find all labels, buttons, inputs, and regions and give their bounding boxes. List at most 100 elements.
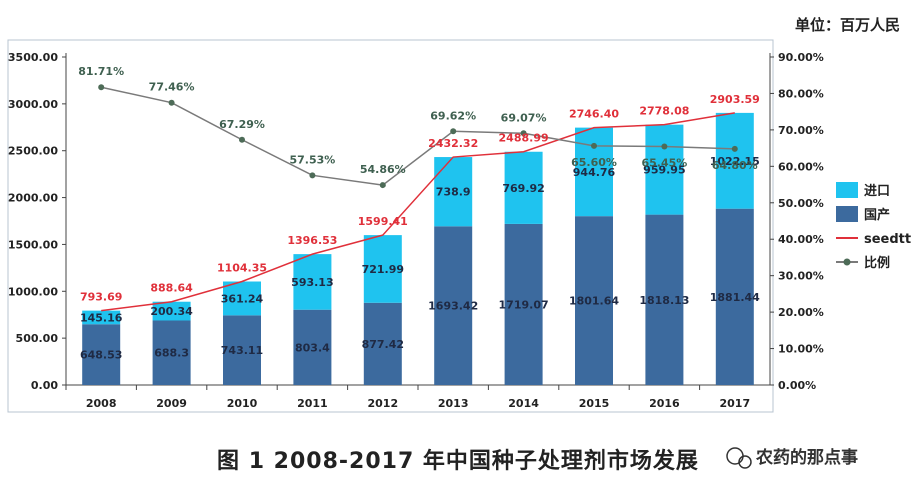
ratio-point	[450, 128, 457, 135]
legend-swatch-import	[836, 182, 858, 198]
label-domestic: 1719.07	[499, 298, 549, 311]
label-ratio: 54.86%	[360, 163, 406, 176]
label-total: 793.69	[80, 291, 122, 304]
label-total: 2746.40	[569, 108, 619, 121]
bar-import	[293, 254, 332, 310]
label-import: 738.9	[436, 186, 471, 199]
bars-group	[82, 112, 754, 385]
bar-domestic	[152, 320, 191, 385]
wechat-icon	[726, 447, 744, 465]
y2-tick-label: 30.00%	[778, 270, 824, 283]
y2-tick-label: 60.00%	[778, 160, 824, 173]
labels-group: 648.53 145.16 793.69 81.71% 688.3 200.34 888.6…	[78, 65, 760, 361]
watermark: 农药的那点事	[726, 447, 858, 469]
label-ratio: 57.53%	[289, 153, 335, 166]
label-ratio: 67.29%	[219, 118, 265, 131]
bar-domestic	[575, 216, 613, 385]
label-ratio: 65.60%	[571, 156, 617, 169]
series-line-seedtt	[101, 112, 735, 312]
label-total: 2903.59	[710, 93, 760, 106]
legend-label: 比例	[864, 255, 890, 271]
ratio-point	[379, 182, 386, 189]
label-domestic: 648.53	[80, 349, 122, 362]
bar-import	[363, 235, 402, 303]
y2-tick-label: 80.00%	[778, 87, 824, 100]
ratio-point	[520, 130, 527, 137]
label-ratio: 69.07%	[501, 111, 547, 124]
y-tick-label: 1500.00	[8, 238, 58, 251]
label-import: 361.24	[221, 292, 264, 305]
label-import: 721.99	[362, 263, 404, 276]
label-domestic: 1818.13	[639, 294, 689, 307]
y-tick-label: 2000.00	[8, 192, 58, 205]
y2-tick-label: 50.00%	[778, 197, 824, 210]
y2-tick-label: 70.00%	[778, 124, 824, 137]
y-tick-label: 3000.00	[8, 98, 58, 111]
bar-import	[223, 281, 261, 316]
label-import: 769.92	[502, 182, 544, 195]
y2-tick-label: 40.00%	[778, 233, 824, 246]
label-ratio: 65.45%	[641, 156, 687, 169]
legend-swatch-domestic	[836, 206, 858, 222]
bar-domestic	[645, 214, 684, 385]
legend-marker-ratio	[843, 258, 851, 266]
ratio-point	[239, 136, 245, 143]
y-tick-label: 500.00	[16, 332, 59, 345]
bar-import	[82, 310, 121, 325]
watermark-text: 农药的那点事	[755, 447, 858, 468]
label-domestic: 1801.64	[569, 295, 619, 308]
x-tick-label: 2013	[438, 397, 469, 410]
bar-domestic	[293, 309, 332, 385]
bar-domestic	[223, 315, 261, 385]
ratio-point	[731, 145, 738, 152]
y-tick-label: 1000.00	[8, 285, 58, 298]
label-total: 888.64	[150, 282, 193, 295]
label-domestic: 743.11	[221, 344, 263, 357]
ratio-point	[309, 172, 316, 179]
y-tick-label: 2500.00	[8, 145, 58, 158]
label-ratio: 81.71%	[78, 65, 124, 78]
ratio-point	[591, 142, 597, 149]
bar-domestic	[504, 223, 543, 385]
label-total: 2432.32	[428, 137, 478, 150]
label-import: 145.16	[80, 311, 123, 324]
label-domestic: 688.3	[154, 347, 189, 360]
label-import: 593.13	[291, 276, 333, 289]
y-tick-label: 3500.00	[8, 51, 58, 64]
label-domestic: 1693.42	[428, 300, 478, 313]
bar-import	[715, 112, 754, 209]
wechat-icon-small	[738, 455, 752, 469]
y2-tick-label: 10.00%	[778, 343, 824, 356]
legend-label: 进口	[864, 184, 890, 199]
label-import: 944.76	[573, 166, 616, 179]
y2-tick-label: 90.00%	[778, 51, 824, 64]
y2-tick-label: 0.00%	[778, 379, 816, 392]
y-tick-label: 0.00	[31, 379, 58, 392]
legend-label: 国产	[864, 207, 890, 223]
lines-group	[98, 84, 738, 312]
ratio-point	[168, 99, 175, 106]
bar-import	[504, 151, 543, 224]
bar-import	[575, 127, 613, 217]
bar-import	[434, 157, 473, 227]
label-import: 1022.15	[710, 155, 760, 168]
x-tick-label: 2009	[156, 397, 187, 410]
x-tick-label: 2011	[297, 397, 328, 410]
x-tick-label: 2015	[579, 397, 610, 410]
bar-domestic	[715, 208, 754, 385]
x-tick-label: 2016	[649, 397, 680, 410]
label-total: 1396.53	[287, 234, 337, 247]
y2-tick-label: 20.00%	[778, 306, 824, 319]
legend-label: seedtt	[864, 232, 911, 247]
x-tick-label: 2010	[227, 397, 258, 410]
label-import: 959.95	[643, 164, 685, 177]
label-total: 2488.99	[499, 132, 549, 145]
label-domestic: 877.42	[362, 338, 404, 351]
unit-label: 单位：百万人民	[795, 16, 900, 34]
series-line-ratio	[101, 86, 735, 186]
figure-caption: 图 1 2008-2017 年中国种子处理剂市场发展	[217, 448, 699, 474]
ratio-point	[98, 84, 105, 91]
label-total: 2778.08	[639, 105, 689, 118]
